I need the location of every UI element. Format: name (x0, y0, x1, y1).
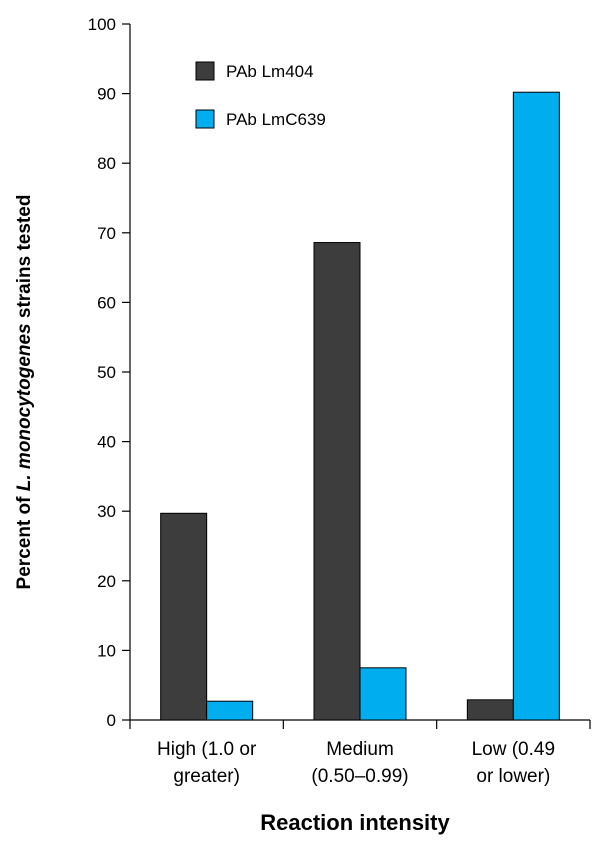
y-tick-label: 40 (97, 433, 116, 452)
legend-label: PAb Lm404 (226, 62, 314, 81)
y-axis-label-part: Percent of (14, 491, 35, 589)
x-category-label: (0.50–0.99) (311, 766, 408, 787)
y-tick-label: 10 (97, 641, 116, 660)
x-category-label: Medium (326, 739, 394, 760)
x-category-label: or lower) (476, 766, 550, 787)
bar-pab-lmc639 (359, 667, 407, 721)
legend-swatch (195, 109, 215, 129)
bar-pab-lm404 (466, 699, 514, 721)
y-tick-label: 90 (97, 85, 116, 104)
x-category-label: greater) (173, 766, 240, 787)
legend-swatch (195, 61, 215, 81)
y-tick-label: 100 (88, 15, 116, 34)
y-axis-label: Percent of L. monocytogenes strains test… (14, 195, 35, 590)
y-tick-label: 70 (97, 224, 116, 243)
y-axis-label-part: strains tested (14, 195, 35, 324)
y-tick-label: 30 (97, 502, 116, 521)
legend-label: PAb LmC639 (226, 110, 326, 129)
y-tick-label: 20 (97, 572, 116, 591)
y-tick-label: 50 (97, 363, 116, 382)
bar-pab-lm404 (313, 242, 361, 721)
y-tick-label: 0 (107, 711, 116, 730)
x-category-label: Low (0.49 (472, 739, 555, 760)
y-axis-label-species: L. monocytogenes (14, 323, 35, 491)
y-tick-label: 60 (97, 293, 116, 312)
x-category-label: High (1.0 or (157, 739, 257, 760)
x-axis-label: Reaction intensity (260, 810, 450, 835)
y-tick-label: 80 (97, 154, 116, 173)
bar-pab-lmc639 (512, 91, 560, 721)
bar-pab-lmc639 (206, 700, 254, 721)
bar-pab-lm404 (160, 512, 208, 721)
